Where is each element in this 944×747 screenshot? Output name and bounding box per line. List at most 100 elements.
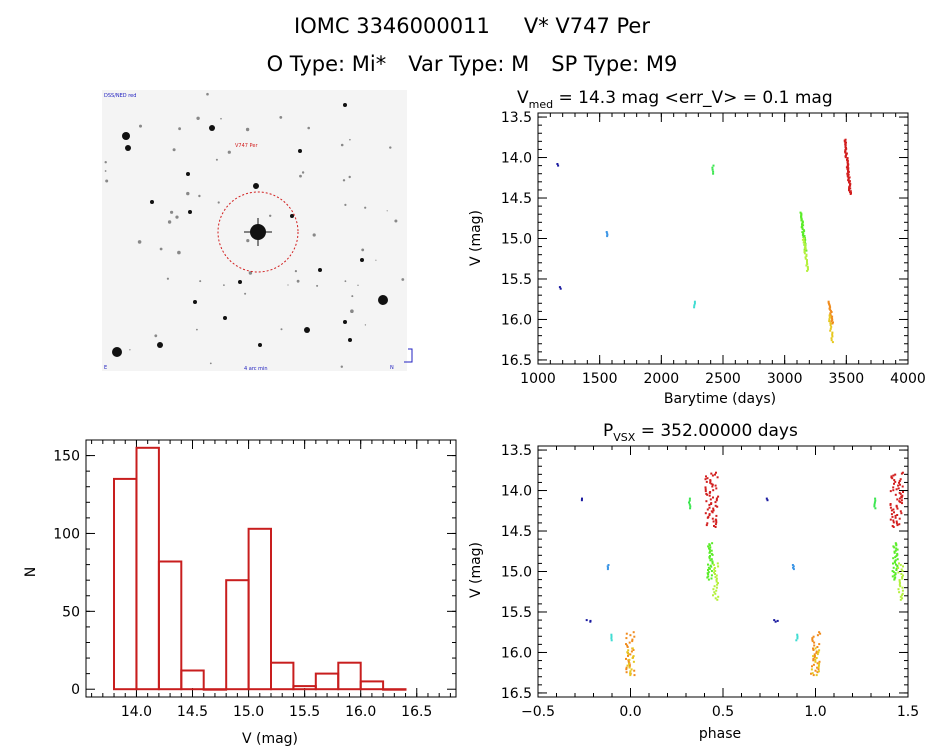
ph-point <box>715 521 718 524</box>
ph-point <box>713 568 716 571</box>
ph-point <box>707 569 709 571</box>
lc-point <box>803 249 806 252</box>
lc-point <box>831 317 834 320</box>
star-icon <box>318 268 322 272</box>
ph-point <box>713 591 716 594</box>
phased-title-sub: VSX <box>613 431 636 444</box>
ph-point <box>895 522 898 525</box>
ph-point <box>632 649 635 651</box>
lc-xtick-label: 2500 <box>705 371 741 387</box>
ph-point <box>895 543 898 546</box>
ph-point <box>625 632 628 635</box>
ph-point <box>585 619 588 622</box>
star-icon <box>360 258 364 262</box>
lc-point <box>559 287 562 290</box>
star-icon <box>389 146 392 149</box>
ph-point <box>625 643 627 646</box>
lc-point <box>606 235 609 238</box>
ph-point <box>896 558 899 561</box>
ph-point <box>710 549 713 552</box>
lc-point <box>827 300 830 303</box>
ph-point <box>688 497 691 500</box>
ph-point <box>893 482 895 485</box>
ph-point <box>795 639 798 642</box>
ph-point <box>711 560 714 563</box>
lc-point <box>712 170 715 173</box>
lc-point <box>801 228 804 231</box>
ph-point <box>625 666 628 669</box>
hist-ytick-label: 50 <box>62 604 80 620</box>
lc-point <box>803 251 806 253</box>
ph-xtick-label: 0.0 <box>619 704 641 720</box>
star-icon <box>340 365 343 368</box>
ph-point <box>709 498 712 501</box>
ph-point <box>765 497 768 500</box>
ph-point <box>895 555 898 557</box>
lc-point <box>845 166 848 169</box>
ph-point <box>813 653 816 656</box>
ph-point <box>901 586 904 589</box>
lightcurve-title: Vmed = 14.3 mag <err_V> = 0.1 mag <box>517 88 833 111</box>
lc-point <box>829 308 832 311</box>
ph-point <box>715 497 718 500</box>
lc-point <box>803 240 806 243</box>
ph-point <box>776 619 779 622</box>
ph-point <box>708 548 711 551</box>
star-icon <box>154 334 158 338</box>
ph-point <box>812 655 815 658</box>
ph-ytick-label: 14.5 <box>501 524 532 540</box>
ph-point <box>716 476 719 479</box>
lc-point <box>606 232 609 235</box>
ph-point <box>895 569 898 571</box>
object-type: O Type: Mi* <box>266 52 387 76</box>
ph-point <box>627 653 630 656</box>
hist-bar <box>157 560 183 691</box>
hist-ytick-label: 0 <box>71 682 80 698</box>
star-icon <box>357 284 359 286</box>
ph-point <box>892 521 895 524</box>
star-icon <box>186 172 190 176</box>
ph-point <box>705 524 708 527</box>
lightcurve-xlabel: Barytime (days) <box>664 391 776 407</box>
lightcurve-ylabel: V (mag) <box>468 210 484 266</box>
lc-point <box>828 318 831 321</box>
ph-point <box>710 558 713 561</box>
ph-point <box>707 573 710 576</box>
lc-point <box>830 339 833 342</box>
ph-point <box>792 568 795 571</box>
ph-point <box>899 510 902 513</box>
hist-bar <box>359 680 385 691</box>
ph-point <box>707 563 709 566</box>
lc-point <box>800 219 803 222</box>
ph-point <box>901 576 904 579</box>
ph-point <box>900 472 903 475</box>
ph-point <box>707 566 710 569</box>
ph-point <box>810 672 812 675</box>
ph-point <box>628 641 631 644</box>
ph-point <box>708 551 711 554</box>
star-icon <box>348 175 351 179</box>
ph-point <box>900 496 903 499</box>
lc-point <box>829 312 832 315</box>
ph-point <box>625 671 628 674</box>
ph-ytick-label: 15.5 <box>501 605 532 621</box>
ph-point <box>712 496 714 499</box>
ph-point <box>811 672 814 675</box>
ph-point <box>902 491 904 493</box>
ph-point <box>712 507 715 510</box>
star-icon <box>350 309 354 314</box>
ph-point <box>873 505 876 508</box>
star-icon <box>298 149 302 153</box>
ph-point <box>709 480 712 482</box>
ph-point <box>715 589 718 592</box>
lc-point <box>828 305 831 308</box>
lightcurve-title-main: V <box>517 88 529 108</box>
target-circle <box>217 191 299 273</box>
ph-point <box>713 585 716 588</box>
ph-point <box>812 649 815 651</box>
star-icon <box>177 250 181 255</box>
lc-point <box>846 175 849 178</box>
ph-point <box>714 592 717 595</box>
ph-point <box>893 577 896 580</box>
ph-point <box>898 497 901 500</box>
